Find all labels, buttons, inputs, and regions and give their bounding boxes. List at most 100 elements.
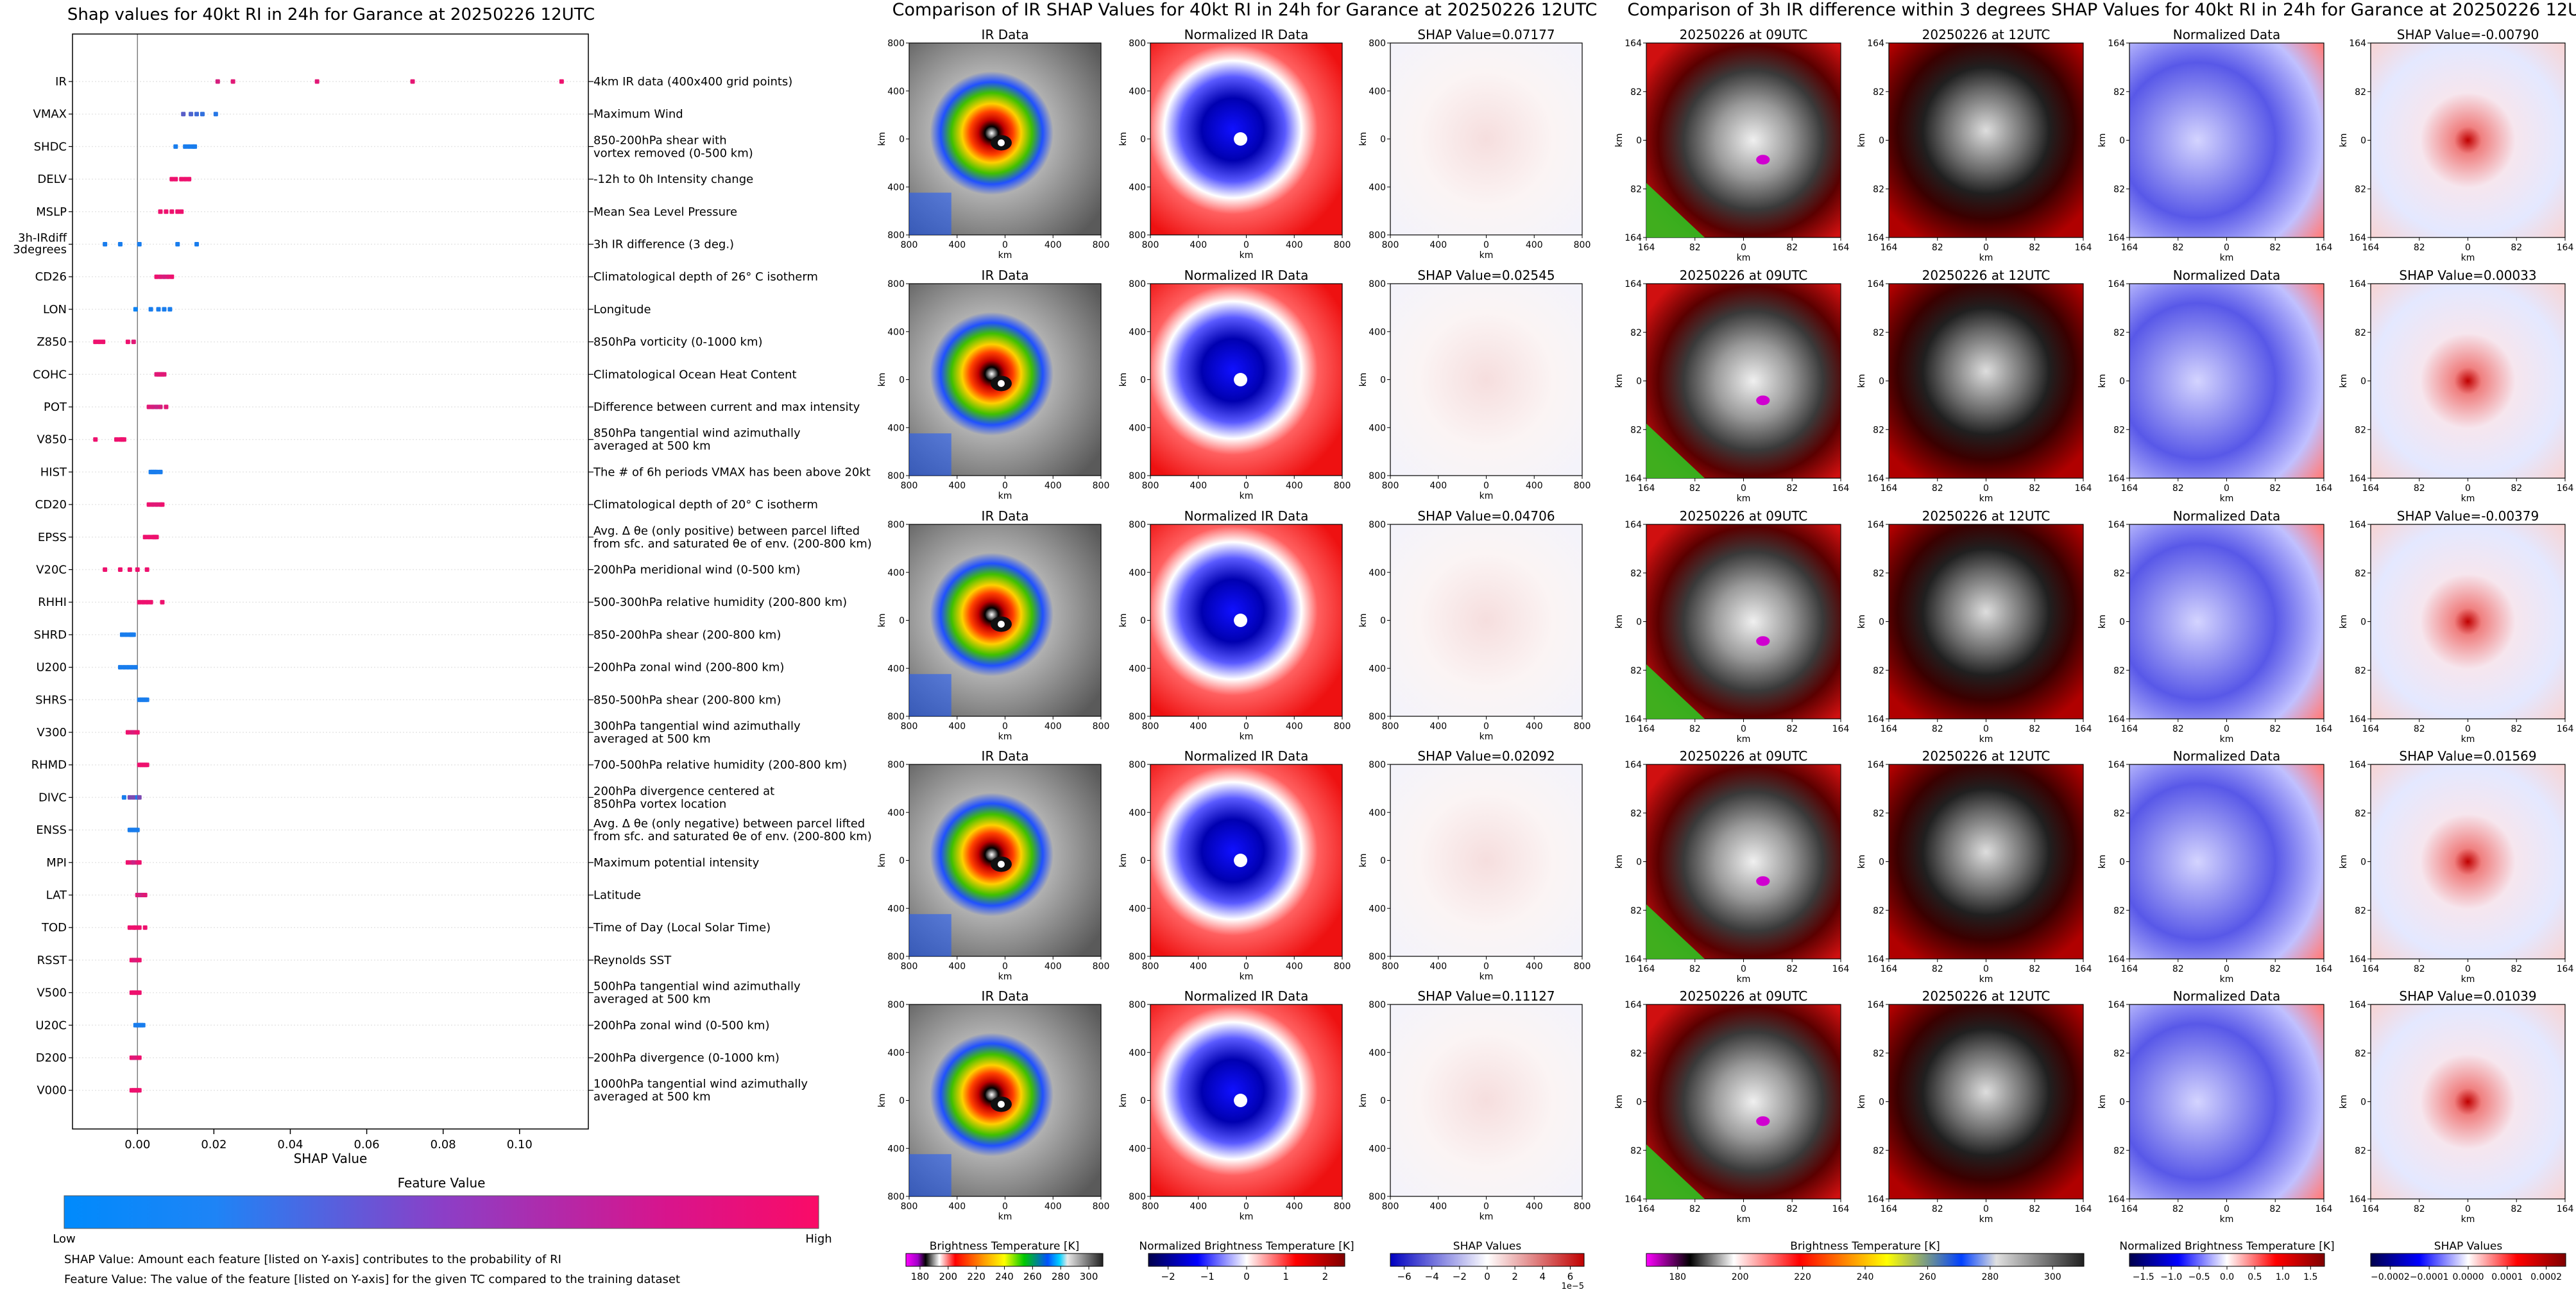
- shap-point: [131, 795, 136, 800]
- panel-image: [1646, 1004, 1841, 1200]
- y-tick-label: 82: [2355, 328, 2366, 338]
- x-axis-label: km: [1240, 972, 1254, 982]
- image-panel: SHAP Value=0.025458008004004000040040080…: [1358, 268, 1591, 501]
- feature-label: LON: [43, 303, 67, 316]
- shap-point: [183, 177, 188, 182]
- y-tick-label: 164: [2108, 39, 2125, 49]
- image-panel: Normalized IR Data8008004004000040040080…: [1118, 268, 1351, 501]
- y-tick-label: 0: [2119, 136, 2125, 146]
- y-axis-label: km: [1614, 374, 1625, 388]
- feature-label: V000: [37, 1084, 67, 1098]
- feature-colorbar-title: Feature Value: [398, 1175, 486, 1191]
- irdiff-panel-grid: 20250226 at 09UTC 164 164 82 82 0 0 82 82 164 164 k…: [1614, 27, 2573, 1225]
- y-tick-label: 164: [1625, 1000, 1642, 1010]
- x-tick-label: 400: [1526, 1202, 1543, 1212]
- shap-point: [142, 535, 148, 540]
- shap-point: [137, 242, 142, 246]
- feature-description: 850-200hPa shear (200-800 km): [593, 628, 781, 642]
- x-tick-label: 800: [1574, 961, 1591, 972]
- feature-description: Avg. Δ θe (only positive) between parcel…: [593, 524, 860, 538]
- x-tick-label: 82: [2511, 724, 2522, 734]
- x-axis-label: km: [1240, 491, 1254, 501]
- y-tick-label: 0: [1380, 616, 1386, 626]
- shap-point: [162, 274, 167, 279]
- summary-row-grid: [73, 34, 588, 1129]
- shap-point: [137, 795, 142, 800]
- shap-point: [144, 762, 149, 768]
- shap-point: [187, 144, 192, 149]
- colorbar-tick-label: 220: [1794, 1272, 1811, 1282]
- shap-point: [162, 307, 167, 312]
- x-tick-label: 800: [1093, 961, 1110, 972]
- x-tick-label: 400: [1045, 481, 1062, 491]
- x-tick-label: 400: [1190, 721, 1207, 732]
- shap-point: [179, 209, 184, 214]
- x-tick-label: 82: [2172, 483, 2184, 494]
- x-tick-label: 82: [2511, 1204, 2522, 1214]
- panel-title: Normalized Data: [2173, 508, 2281, 524]
- image-panel: SHAP Value=0.020928008004004000040040080…: [1358, 748, 1591, 982]
- x-tick-label: 164: [2121, 964, 2138, 974]
- colorbar-tick-label: 200: [939, 1271, 957, 1282]
- panel-image: [1646, 524, 1841, 719]
- y-tick-label: 400: [1369, 1048, 1386, 1058]
- y-tick-label: 0: [2360, 1098, 2366, 1108]
- y-tick-label: 82: [1630, 87, 1642, 98]
- shap-point: [164, 209, 169, 214]
- shap-point: [166, 274, 171, 279]
- image-panel: 20250226 at 12UTC1641648282008282164164k…: [1857, 27, 2092, 263]
- x-tick-label: 164: [2075, 243, 2092, 253]
- feature-description: Time of Day (Local Solar Time): [593, 921, 771, 935]
- x-tick-label: 164: [1638, 964, 1655, 974]
- panel-image: [2370, 1004, 2566, 1200]
- shap-point: [146, 404, 151, 409]
- y-tick-label: 82: [1873, 87, 1884, 98]
- shap-point: [93, 340, 98, 345]
- y-axis-label: km: [1614, 1095, 1625, 1109]
- x-tick-label: 800: [1382, 240, 1399, 250]
- colorbar-tick-label: 180: [1669, 1272, 1686, 1282]
- cold-cloud-patch: [909, 433, 951, 476]
- feature-description: averaged at 500 km: [593, 993, 711, 1006]
- x-tick-label: 0: [2224, 483, 2230, 494]
- y-tick-label: 82: [2113, 425, 2125, 435]
- x-tick-label: 800: [1093, 1202, 1110, 1212]
- image-panel: SHAP Value=-0.00790164164828200828216416…: [2339, 27, 2573, 263]
- ir-panel-grid: IR Data 800 800 400 400 0 0 400 400 800 800 km km Nor…: [877, 27, 1591, 1222]
- feature-description: Climatological Ocean Heat Content: [593, 368, 797, 381]
- x-tick-label: 82: [1689, 724, 1701, 734]
- x-tick-label: 164: [1832, 724, 1850, 734]
- shap-point: [97, 340, 102, 345]
- x-tick-label: 0: [1243, 961, 1249, 972]
- x-tick-label: 800: [1574, 240, 1591, 250]
- x-tick-label: 0: [2224, 964, 2230, 974]
- storm-eye: [1756, 1116, 1770, 1126]
- x-tick-label: 0: [1483, 961, 1489, 972]
- y-tick-label: 800: [1129, 279, 1146, 289]
- shap-point: [154, 404, 159, 409]
- y-tick-label: 164: [1867, 760, 1884, 770]
- y-tick-label: 0: [2119, 377, 2125, 387]
- feature-label: MSLP: [36, 205, 67, 219]
- feature-label: CD20: [35, 498, 67, 512]
- y-tick-label: 0: [1636, 377, 1642, 387]
- x-tick-label: 400: [1045, 1202, 1062, 1212]
- x-tick-label: 82: [2414, 243, 2425, 253]
- y-tick-label: 400: [1129, 808, 1146, 818]
- y-axis-label: km: [1857, 134, 1867, 148]
- x-tick-label: 0.10: [507, 1138, 533, 1151]
- x-axis-label: km: [1737, 494, 1751, 504]
- shap-point: [158, 274, 163, 279]
- y-tick-label: 164: [1625, 279, 1642, 289]
- y-tick-label: 82: [2355, 666, 2366, 676]
- y-tick-label: 800: [1369, 471, 1386, 481]
- y-tick-label: 0: [899, 135, 905, 145]
- y-axis-label: km: [2339, 134, 2349, 148]
- shap-point: [167, 307, 173, 312]
- feature-description: Longitude: [593, 303, 651, 316]
- colorbar-tick-label: −2: [1453, 1271, 1467, 1282]
- x-tick-label: 82: [2029, 483, 2040, 494]
- panel-image: [1888, 283, 2084, 479]
- y-tick-label: 400: [1129, 904, 1146, 914]
